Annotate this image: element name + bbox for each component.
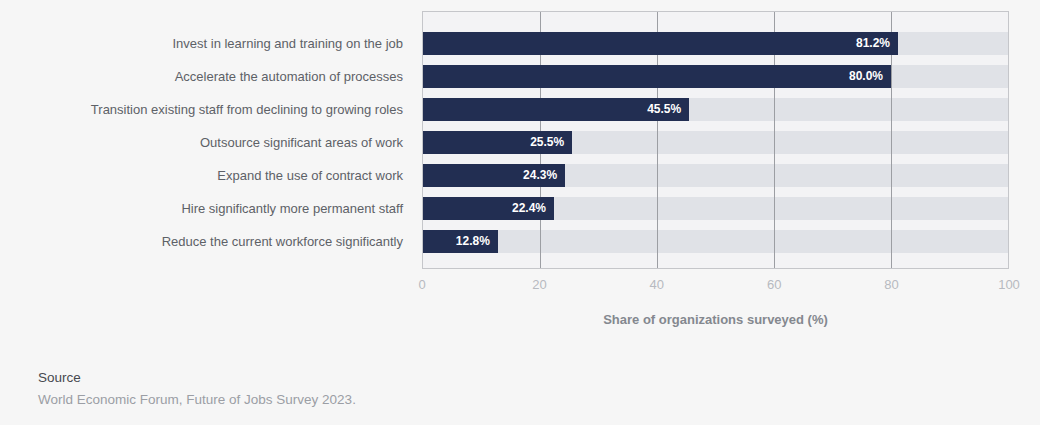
bar-value-label: 25.5% — [530, 135, 572, 149]
bar-value-label: 22.4% — [512, 201, 554, 215]
category-label: Hire significantly more permanent staff — [181, 201, 403, 216]
category-label: Accelerate the automation of processes — [175, 69, 403, 84]
category-label: Outsource significant areas of work — [200, 135, 403, 150]
bar: 81.2% — [423, 32, 898, 55]
bar-value-label: 80.0% — [849, 69, 891, 83]
source-text: World Economic Forum, Future of Jobs Sur… — [38, 392, 356, 407]
bar: 80.0% — [423, 65, 891, 88]
bar: 25.5% — [423, 131, 572, 154]
bar: 45.5% — [423, 98, 689, 121]
x-tick-label: 20 — [532, 277, 546, 292]
bar-value-label: 81.2% — [856, 36, 898, 50]
source-label: Source — [38, 370, 356, 385]
category-label: Expand the use of contract work — [217, 168, 403, 183]
bar-value-label: 12.8% — [456, 234, 498, 248]
bar: 24.3% — [423, 164, 565, 187]
bar-value-label: 24.3% — [523, 168, 565, 182]
x-tick-label: 80 — [884, 277, 898, 292]
x-tick-label: 0 — [418, 277, 425, 292]
bar-value-label: 45.5% — [647, 102, 689, 116]
bar: 12.8% — [423, 230, 498, 253]
source-block: Source World Economic Forum, Future of J… — [38, 370, 356, 407]
x-tick-label: 60 — [767, 277, 781, 292]
x-tick-label: 100 — [998, 277, 1020, 292]
category-label: Transition existing staff from declining… — [91, 102, 403, 117]
category-label: Invest in learning and training on the j… — [172, 36, 403, 51]
category-label: Reduce the current workforce significant… — [162, 234, 403, 249]
bar: 22.4% — [423, 197, 554, 220]
bar-track — [423, 230, 1008, 253]
x-axis-title: Share of organizations surveyed (%) — [422, 312, 1009, 327]
x-tick-label: 40 — [650, 277, 664, 292]
plot-area: 81.2% 80.0% 45.5% 25.5% 24.3% 22.4% 12.8% — [422, 11, 1009, 269]
